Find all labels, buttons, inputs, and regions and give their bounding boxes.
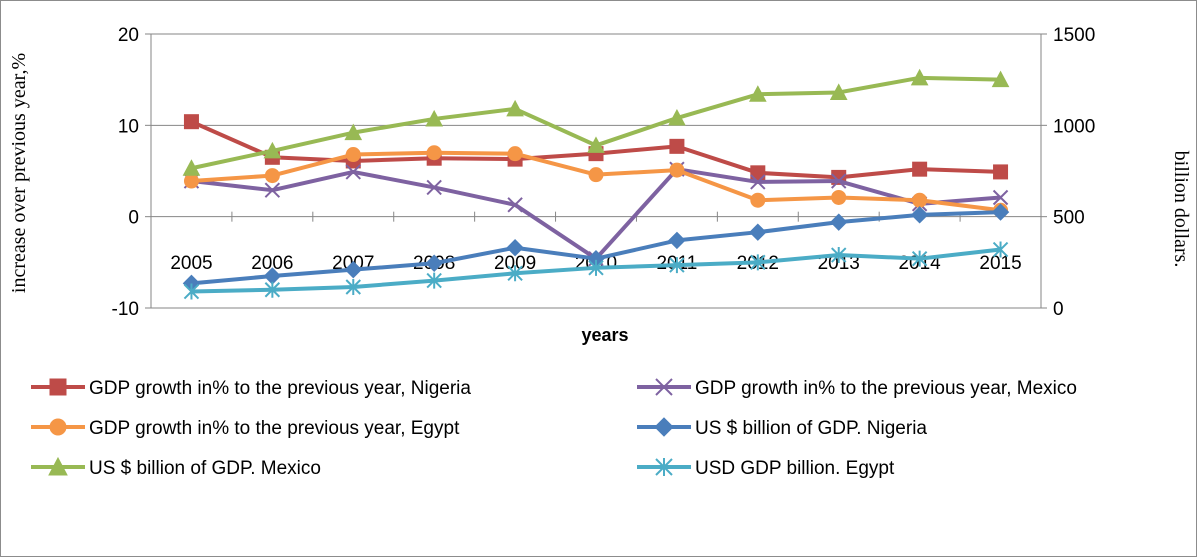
category-label: 2005 — [170, 253, 212, 274]
data-point — [911, 250, 928, 267]
data-point — [425, 254, 443, 272]
left-axis-ticks: -10 0 10 20 — [112, 25, 139, 320]
legend-marker — [655, 458, 673, 476]
data-point — [264, 168, 280, 184]
right-tick-label: 1000 — [1053, 116, 1095, 137]
legend: GDP growth in% to the previous year, Nig… — [31, 378, 1077, 479]
left-tick-label: -10 — [112, 299, 139, 320]
left-tick-label: 0 — [128, 208, 139, 229]
data-point — [912, 192, 928, 208]
data-point — [588, 259, 604, 276]
data-point — [183, 283, 200, 300]
data-point — [425, 109, 444, 127]
data-point — [991, 70, 1010, 88]
data-point — [426, 145, 442, 161]
series-5 — [182, 68, 1010, 176]
data-point — [506, 99, 524, 117]
legend-item: GDP growth in% to the previous year, Egy… — [31, 418, 460, 439]
legend-item: US $ billion of GDP. Mexico — [31, 456, 321, 479]
legend-item: GDP growth in% to the previous year, Nig… — [31, 378, 471, 399]
data-point — [750, 165, 766, 181]
data-point — [345, 147, 361, 163]
data-point — [183, 114, 199, 130]
data-point — [669, 162, 685, 178]
data-point — [344, 123, 363, 141]
legend-label: GDP growth in% to the previous year, Nig… — [89, 378, 471, 399]
data-point — [830, 213, 848, 231]
data-point — [748, 85, 767, 102]
category-label: 2015 — [979, 253, 1021, 274]
data-point — [992, 241, 1009, 258]
legend-label: GDP growth in% to the previous year, Mex… — [695, 378, 1077, 399]
data-point — [507, 197, 523, 213]
left-tick-label: 10 — [118, 116, 139, 137]
data-point — [507, 146, 523, 162]
data-point — [829, 83, 848, 100]
right-tick-label: 1500 — [1053, 25, 1095, 46]
left-tick-label: 20 — [118, 25, 139, 46]
data-point — [264, 182, 281, 198]
right-axis-ticks: 0 500 1000 1500 — [1053, 25, 1095, 320]
data-point — [992, 189, 1009, 206]
category-label: 2013 — [818, 253, 860, 274]
data-point — [668, 231, 686, 250]
data-point — [831, 189, 847, 205]
data-point — [750, 192, 766, 208]
left-axis-title: increase over previous year,% — [8, 53, 30, 293]
data-point — [426, 272, 442, 289]
data-point — [345, 278, 361, 295]
data-point — [750, 254, 766, 271]
data-point — [749, 223, 767, 241]
legend-marker — [654, 417, 674, 437]
legend-label: US $ billion of GDP. Mexico — [89, 458, 321, 479]
data-point — [344, 260, 362, 279]
legend-item: GDP growth in% to the previous year, Mex… — [637, 378, 1077, 399]
category-label: 2009 — [494, 253, 536, 274]
data-point — [991, 203, 1010, 221]
data-point — [507, 265, 523, 282]
legend-label: USD GDP billion. Egypt — [695, 458, 895, 479]
right-tick-label: 0 — [1053, 299, 1064, 320]
legend-label: GDP growth in% to the previous year, Egy… — [89, 418, 460, 439]
data-point — [506, 239, 524, 257]
series-layer — [182, 68, 1010, 300]
data-point — [831, 173, 847, 189]
data-point — [910, 68, 929, 86]
right-tick-label: 500 — [1053, 208, 1085, 229]
legend-marker — [655, 378, 673, 396]
data-point — [263, 141, 282, 159]
data-point — [669, 138, 685, 154]
data-point — [183, 173, 199, 189]
data-point — [426, 179, 442, 196]
data-point — [182, 159, 201, 176]
data-point — [587, 136, 605, 153]
data-point — [668, 108, 686, 126]
category-label: 2006 — [251, 253, 293, 274]
data-point — [750, 174, 766, 190]
legend-item: USD GDP billion. Egypt — [637, 458, 895, 479]
right-axis-title: billion dollars. — [1170, 151, 1192, 268]
legend-label: US $ billion of GDP. Nigeria — [695, 418, 927, 439]
data-point — [264, 281, 281, 298]
data-point — [993, 164, 1009, 180]
series-6 — [183, 241, 1009, 300]
data-point — [345, 164, 361, 180]
data-point — [669, 257, 685, 274]
legend-item: US $ billion of GDP. Nigeria — [637, 417, 927, 439]
x-axis-title: years — [581, 325, 628, 345]
legend-marker — [48, 456, 68, 476]
legend-marker — [49, 378, 67, 396]
series-4 — [182, 203, 1010, 293]
legend-marker — [49, 418, 67, 436]
data-point — [910, 206, 929, 224]
data-point — [912, 161, 928, 177]
data-point — [588, 167, 604, 183]
data-point — [831, 247, 847, 264]
